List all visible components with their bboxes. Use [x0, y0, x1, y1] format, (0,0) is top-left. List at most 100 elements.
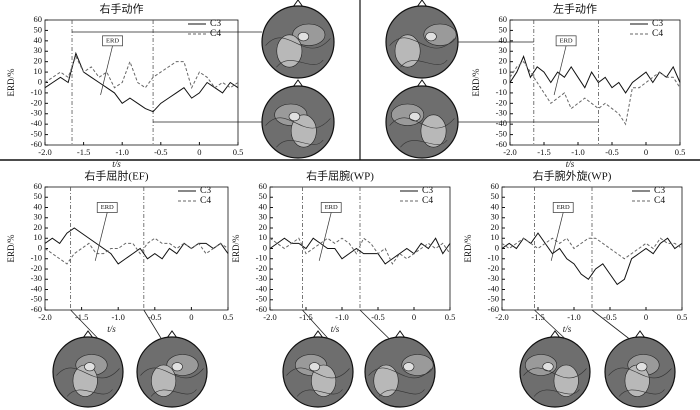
y-tick-label: -10 [31, 87, 42, 97]
annotation: ERD [560, 37, 573, 44]
annotation: ERD [101, 204, 114, 211]
y-tick-label: 60 [259, 181, 268, 191]
topomap-contour [389, 37, 455, 49]
topomap-contour [400, 139, 448, 148]
topomap-contour [368, 367, 432, 379]
x-tick-label: -1.0 [567, 312, 580, 322]
topomap-nose [82, 330, 94, 339]
y-tick-label: -40 [256, 283, 267, 293]
topomap [604, 330, 676, 408]
series-line [269, 237, 451, 265]
y-tick-label: -40 [31, 283, 42, 293]
x-tick-label: -1.0 [335, 312, 348, 322]
y-tick-label: 10 [499, 66, 508, 76]
x-tick-label: -2.0 [503, 147, 516, 157]
x-tick-label: -1.5 [299, 312, 312, 322]
topomap-contour [523, 367, 587, 379]
y-tick-label: -30 [256, 273, 267, 283]
topomap-contour [265, 37, 331, 49]
legend-label: C3 [210, 19, 221, 29]
y-axis-label: ERD/% [231, 234, 241, 263]
topomap-contour [276, 59, 324, 68]
x-tick-label: -0.5 [148, 312, 161, 322]
y-tick-label: 0 [263, 242, 267, 252]
topomap [385, 79, 459, 159]
topomap-region [308, 362, 321, 372]
x-tick-label: 0.5 [675, 147, 686, 157]
y-tick-label: 30 [499, 45, 508, 55]
y-tick-label: 10 [34, 232, 43, 242]
y-tick-label: -20 [496, 97, 507, 107]
x-tick-label: 0 [412, 312, 416, 322]
legend-label: C4 [422, 196, 433, 206]
y-tick-label: -40 [488, 283, 499, 293]
connector [591, 309, 630, 340]
topomap-region [553, 364, 579, 397]
x-axis-label: t/s [331, 324, 340, 334]
topomap-region [290, 114, 317, 148]
y-tick-label: 40 [34, 201, 43, 211]
topomap-contour [533, 389, 580, 397]
series-line [501, 237, 683, 260]
y-tick-label: -20 [31, 263, 42, 273]
y-tick-label: 10 [259, 232, 268, 242]
y-tick-label: 50 [34, 24, 43, 34]
legend-label: C4 [652, 29, 663, 39]
topomap-nose [634, 330, 646, 339]
topomap [52, 330, 124, 408]
topomap-region [425, 31, 437, 42]
y-tick-label: -50 [488, 294, 499, 304]
y-tick-label: -10 [496, 87, 507, 97]
y-tick-label: -60 [496, 139, 507, 149]
y-tick-label: 50 [499, 24, 508, 34]
y-tick-label: 40 [34, 35, 43, 45]
connector [302, 309, 329, 340]
series-line [501, 232, 683, 286]
y-tick-label: -10 [488, 253, 499, 263]
y-tick-label: 60 [491, 181, 500, 191]
y-tick-label: 50 [34, 191, 43, 201]
connector [534, 309, 566, 340]
y-tick-label: -50 [31, 294, 42, 304]
topomap-contour [296, 389, 343, 397]
topomap-region [276, 34, 303, 68]
x-tick-label: 0 [197, 147, 201, 157]
y-tick-label: -50 [31, 129, 42, 139]
y-tick-label: 40 [259, 201, 268, 211]
annotation: ERD [325, 204, 338, 211]
topomap-contour [608, 367, 672, 379]
topomap-nose [166, 330, 178, 339]
y-tick-label: -30 [31, 108, 42, 118]
topomap-region [542, 362, 554, 372]
series-line [44, 55, 239, 90]
y-tick-label: 20 [499, 56, 508, 66]
topomap [261, 79, 335, 159]
topomap-region [636, 362, 648, 372]
connector [70, 309, 99, 340]
x-axis-label: t/s [566, 159, 575, 169]
y-tick-label: 40 [499, 35, 508, 45]
topomap-contour [378, 389, 425, 397]
x-tick-label: -1.0 [571, 147, 584, 157]
y-tick-label: 50 [491, 191, 500, 201]
x-tick-label: 0.5 [223, 312, 234, 322]
topomap [364, 330, 436, 408]
y-tick-label: -60 [488, 304, 499, 314]
y-tick-label: -20 [488, 263, 499, 273]
x-axis-label: t/s [563, 324, 572, 334]
series-line [44, 51, 239, 113]
topomap-region [288, 111, 301, 122]
annotation-pointer [100, 45, 113, 96]
x-tick-label: -0.5 [371, 312, 384, 322]
topomap-nose [416, 79, 428, 88]
series-line [509, 55, 681, 94]
topomap-contour [66, 389, 113, 397]
y-tick-label: -60 [31, 139, 42, 149]
y-tick-label: -50 [256, 294, 267, 304]
y-tick-label: -10 [256, 253, 267, 263]
annotation-pointer [553, 45, 567, 96]
topomap-contour [400, 59, 448, 68]
topomap-nose [292, 0, 304, 8]
topomap-region [297, 31, 310, 42]
